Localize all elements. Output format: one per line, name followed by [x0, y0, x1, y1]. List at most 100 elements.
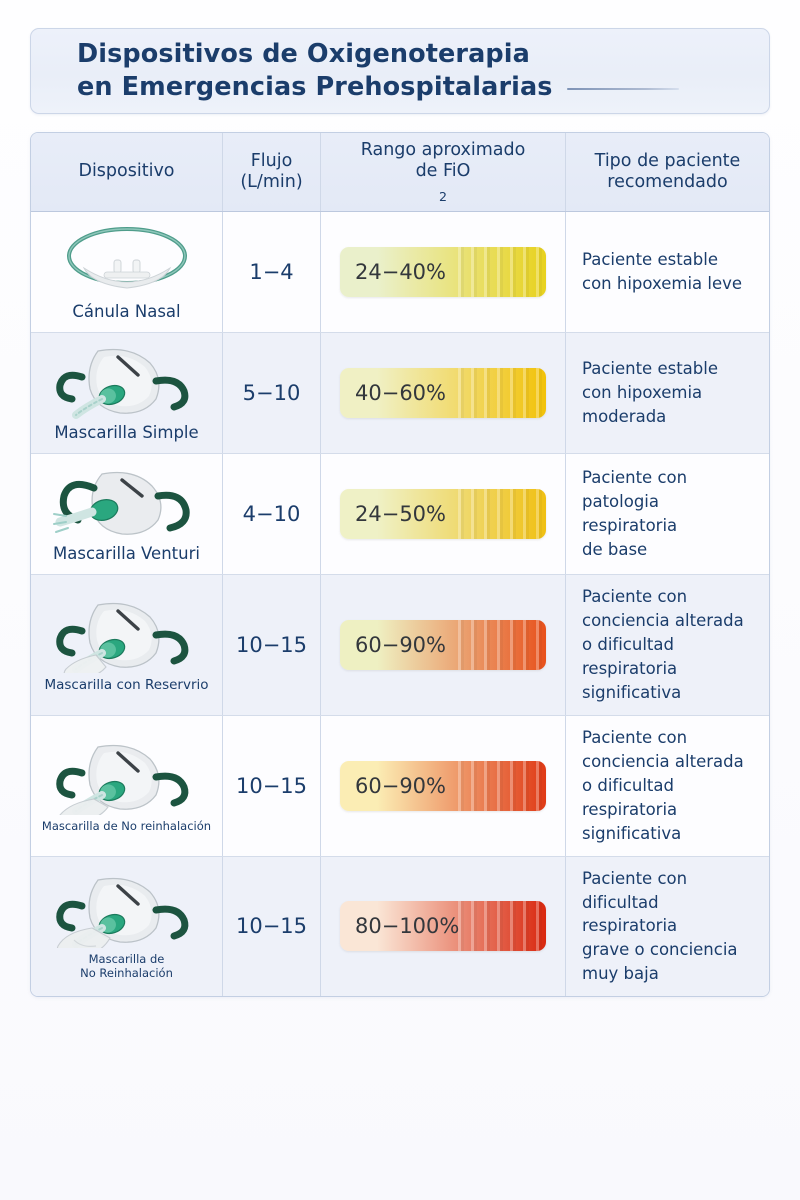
- fio2-range-bar: 60−90%: [340, 760, 546, 811]
- patient-type-text: Paciente con conciencia alterada o dific…: [582, 587, 744, 703]
- fio2-gradient: [340, 620, 546, 671]
- table-header-row: Dispositivo Flujo (L/min) Rango aproxima…: [31, 133, 769, 212]
- non-rebreather-mask-icon: [52, 737, 202, 815]
- fio2-range-bar: 24−50%: [340, 489, 546, 540]
- column-header-patient-line1: Tipo de paciente: [594, 150, 741, 171]
- fio2-range-bar: 40−60%: [340, 368, 546, 419]
- table-body: Cánula Nasal 1−4 24−40% Paciente estable…: [31, 212, 769, 997]
- device-cell: Mascarilla Venturi: [31, 454, 223, 575]
- fio2-value-label: 80−100%: [355, 914, 460, 939]
- fio2-gradient: [340, 368, 546, 419]
- table-row: Mascarilla Simple 5−10 40−60% Paciente e…: [31, 333, 769, 455]
- fio2-gradient-stripes: [451, 901, 546, 952]
- fio2-range-bar: 60−90%: [340, 620, 546, 671]
- device-cell: Mascarilla de No Reinhalación: [31, 856, 223, 997]
- simple-mask-icon: [52, 341, 202, 420]
- column-header-fio2-line2-text: de FiO: [415, 161, 471, 182]
- fio2-value-label: 24−50%: [355, 502, 446, 527]
- column-header-fio2-line1: Rango aproximado: [360, 139, 526, 160]
- flow-cell: 10−15: [223, 575, 321, 715]
- patient-type-text: Paciente estable con hipoxemia leve: [582, 250, 743, 294]
- fio2-subscript: 2: [438, 188, 447, 204]
- fio2-cell: 80−100%: [321, 856, 566, 997]
- fio2-value-label: 40−60%: [355, 381, 446, 406]
- flow-value: 10−15: [235, 914, 308, 939]
- fio2-gradient: [340, 760, 546, 811]
- fio2-range-bar: 80−100%: [340, 901, 546, 952]
- fio2-range-bar: 24−40%: [340, 247, 546, 298]
- device-cell: Mascarilla Simple: [31, 333, 223, 454]
- flow-value: 1−4: [249, 260, 294, 285]
- patient-type-text: Paciente con dificultad respiratoria gra…: [582, 868, 738, 984]
- fio2-cell: 60−90%: [321, 575, 566, 715]
- device-cell: Mascarilla con Reservrio: [31, 575, 223, 715]
- column-header-flow-line2: (L/min): [240, 172, 303, 192]
- reservoir-mask-icon: [52, 595, 202, 673]
- fio2-value-label: 60−90%: [355, 773, 446, 798]
- title-decorative-rule: [566, 88, 679, 91]
- fio2-cell: 40−60%: [321, 333, 566, 454]
- fio2-cell: 24−40%: [321, 212, 566, 333]
- column-header-device: Dispositivo: [31, 133, 223, 211]
- patient-type-cell: Paciente con conciencia alterada o dific…: [566, 575, 769, 715]
- flow-value: 4−10: [242, 502, 301, 527]
- patient-type-text: Paciente estable con hipoxemia moderada: [582, 359, 718, 427]
- flow-cell: 1−4: [223, 212, 321, 333]
- fio2-gradient: [340, 247, 546, 298]
- patient-type-text: Paciente con conciencia alterada o dific…: [582, 727, 744, 843]
- fio2-gradient-stripes: [451, 247, 546, 298]
- column-header-fio2: Rango aproximado de FiO 2: [321, 133, 566, 211]
- fio2-value-label: 24−40%: [355, 260, 446, 285]
- patient-type-cell: Paciente con patologia respiratoria de b…: [566, 454, 769, 574]
- patient-type-cell: Paciente con conciencia alterada o dific…: [566, 716, 769, 856]
- fio2-cell: 60−90%: [321, 715, 566, 856]
- device-name-label: Mascarilla de No Reinhalación: [80, 952, 173, 981]
- fio2-gradient-stripes: [451, 368, 546, 419]
- fio2-value-label: 60−90%: [355, 633, 446, 658]
- fio2-gradient-stripes: [451, 620, 546, 671]
- column-header-patient: Tipo de paciente recomendado: [566, 133, 769, 211]
- devices-table: Dispositivo Flujo (L/min) Rango aproxima…: [30, 132, 770, 998]
- table-row: Mascarilla de No Reinhalación 10−15 80−1…: [31, 856, 769, 997]
- non-rebreather-reservoir-mask-icon: [52, 870, 202, 949]
- fio2-gradient-stripes: [451, 489, 546, 540]
- device-name-label: Mascarilla de No reinhalación: [41, 818, 212, 833]
- table-row: Mascarilla de No reinhalación 10−15 60−9…: [31, 715, 769, 857]
- page-title-line-2: en Emergencias Prehospitalarias: [77, 72, 553, 102]
- table-row: Mascarilla con Reservrio 10−15 60−90% Pa…: [31, 575, 769, 716]
- page-title-line-1: Dispositivos de Oxigenoterapia: [77, 39, 530, 70]
- flow-value: 10−15: [235, 633, 308, 658]
- column-header-device-label: Dispositivo: [78, 161, 175, 182]
- device-name-label: Mascarilla con Reservrio: [44, 676, 209, 693]
- patient-type-cell: Paciente estable con hipoxemia moderada: [566, 333, 769, 453]
- flow-cell: 4−10: [223, 454, 321, 575]
- table-row: Mascarilla Venturi 4−10 24−50% Paciente …: [31, 454, 769, 576]
- patient-type-text: Paciente con patologia respiratoria de b…: [582, 468, 688, 560]
- device-cell: Cánula Nasal: [31, 212, 223, 333]
- column-header-flow: Flujo (L/min): [223, 133, 321, 211]
- flow-cell: 10−15: [223, 856, 321, 997]
- fio2-gradient-stripes: [451, 760, 546, 811]
- flow-value: 5−10: [242, 381, 301, 406]
- device-name-label: Mascarilla Venturi: [53, 544, 200, 564]
- device-name-label: Mascarilla Simple: [54, 423, 199, 443]
- fio2-gradient: [340, 901, 546, 952]
- column-header-fio2-line2: de FiO 2: [416, 161, 471, 204]
- fio2-cell: 24−50%: [321, 454, 566, 575]
- fio2-gradient: [340, 489, 546, 540]
- flow-value: 10−15: [235, 773, 308, 798]
- title-card: Dispositivos de Oxigenoterapia en Emerge…: [30, 28, 770, 114]
- column-header-flow-line1: Flujo: [250, 150, 293, 171]
- device-name-label: Cánula Nasal: [72, 302, 181, 321]
- flow-cell: 10−15: [223, 715, 321, 856]
- device-cell: Mascarilla de No reinhalación: [31, 715, 223, 856]
- page-title-row-2: en Emergencias Prehospitalarias: [77, 71, 769, 104]
- table-row: Cánula Nasal 1−4 24−40% Paciente estable…: [31, 212, 769, 334]
- column-header-patient-line2: recomendado: [607, 172, 728, 192]
- flow-cell: 5−10: [223, 333, 321, 454]
- venturi-mask-icon: [52, 462, 202, 540]
- patient-type-cell: Paciente con dificultad respiratoria gra…: [566, 857, 769, 997]
- patient-type-cell: Paciente estable con hipoxemia leve: [566, 212, 769, 332]
- nasal-cannula-icon: [52, 220, 202, 298]
